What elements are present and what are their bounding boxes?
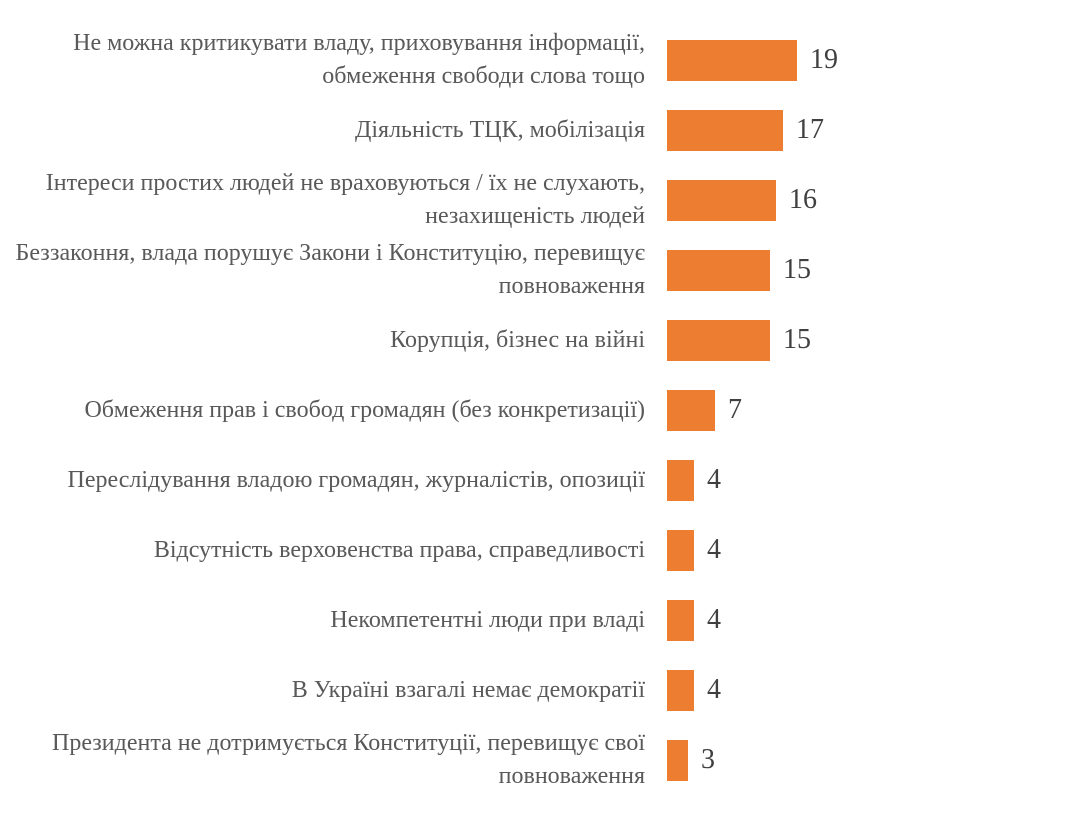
chart-row: Беззаконня, влада порушує Закони і Конст…: [0, 235, 1091, 305]
category-label: Президента не дотримується Конституції, …: [52, 730, 645, 789]
bar-track: 15: [667, 249, 1091, 291]
bar: [667, 739, 688, 781]
category-label: Не можна критикувати владу, приховування…: [73, 30, 645, 89]
value-label: 4: [707, 604, 721, 635]
category-label: Переслідування владою громадян, журналіс…: [67, 466, 646, 493]
value-label: 15: [783, 254, 811, 285]
chart-row: В Україні взагалі немає демократії 4: [0, 655, 1091, 725]
bar-track: 4: [667, 669, 1091, 711]
chart-row: Некомпетентні люди при владі 4: [0, 585, 1091, 655]
bar-track: 4: [667, 599, 1091, 641]
category-label: Корупція, бізнес на війні: [390, 326, 645, 353]
bar-track: 4: [667, 459, 1091, 501]
value-label: 4: [707, 464, 721, 495]
bar-track: 3: [667, 739, 1091, 781]
bar: [667, 109, 783, 151]
bar: [667, 39, 797, 81]
bar-chart: Не можна критикувати владу, приховування…: [0, 25, 1091, 795]
chart-row: Корупція, бізнес на війні 15: [0, 305, 1091, 375]
category-label: Діяльність ТЦК, мобілізація: [355, 116, 645, 143]
bar: [667, 249, 770, 291]
value-label: 4: [707, 534, 721, 565]
value-label: 17: [796, 114, 824, 145]
bar: [667, 389, 715, 431]
value-label: 16: [789, 184, 817, 215]
chart-row: Відсутність верховенства права, справедл…: [0, 515, 1091, 585]
value-label: 7: [728, 394, 742, 425]
chart-row: Не можна критикувати владу, приховування…: [0, 25, 1091, 95]
category-label: Обмеження прав і свобод громадян (без ко…: [84, 396, 645, 423]
chart-row: Переслідування владою громадян, журналіс…: [0, 445, 1091, 515]
bar: [667, 529, 694, 571]
chart-row: Інтереси простих людей не враховуються /…: [0, 165, 1091, 235]
bar: [667, 319, 770, 361]
bar-track: 15: [667, 319, 1091, 361]
category-label: В Україні взагалі немає демократії: [291, 676, 645, 703]
category-label: Відсутність верховенства права, справедл…: [153, 536, 645, 563]
chart-row: Діяльність ТЦК, мобілізація 17: [0, 95, 1091, 165]
bar-track: 16: [667, 179, 1091, 221]
category-label: Некомпетентні люди при владі: [330, 606, 645, 633]
bar-track: 4: [667, 529, 1091, 571]
chart-row: Обмеження прав і свобод громадян (без ко…: [0, 375, 1091, 445]
value-label: 4: [707, 674, 721, 705]
chart-row: Президента не дотримується Конституції, …: [0, 725, 1091, 795]
bar-track: 19: [667, 39, 1091, 81]
bar: [667, 459, 694, 501]
value-label: 3: [701, 744, 715, 775]
value-label: 19: [810, 44, 838, 75]
bar-track: 7: [667, 389, 1091, 431]
bar: [667, 669, 694, 711]
bar: [667, 599, 694, 641]
category-label: Беззаконня, влада порушує Закони і Конст…: [15, 240, 645, 299]
value-label: 15: [783, 324, 811, 355]
category-label: Інтереси простих людей не враховуються /…: [45, 170, 645, 229]
bar-track: 17: [667, 109, 1091, 151]
bar: [667, 179, 776, 221]
